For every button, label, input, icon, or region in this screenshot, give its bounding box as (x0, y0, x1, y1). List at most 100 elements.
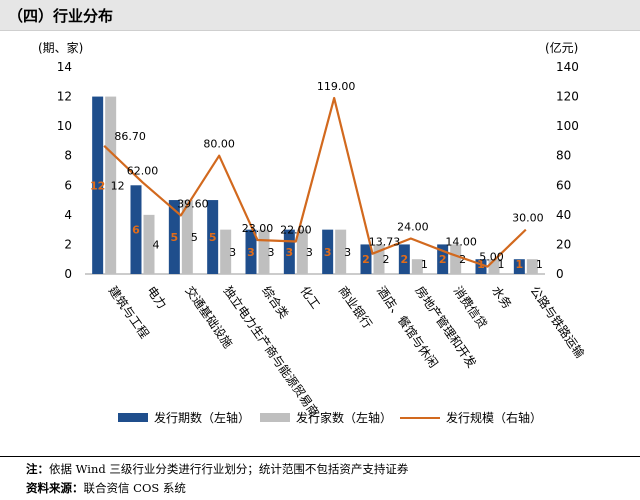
line-value-label: 13.73 (369, 236, 401, 249)
category-label: 电力 (144, 284, 169, 312)
legend-label-series-2: 发行家数（左轴） (296, 410, 392, 425)
category-label: 公路与铁路运输 (527, 283, 587, 360)
bar-issuers (143, 214, 155, 274)
bar-issuers (411, 259, 423, 274)
footnote-source: 资料来源：联合资信 COS 系统 (26, 480, 186, 496)
bar-issues (245, 229, 257, 274)
line-value-label: 5.00 (479, 251, 504, 264)
line-value-label: 23.00 (242, 222, 274, 235)
bar-issues (398, 244, 410, 274)
bar-issues-label: 1 (516, 258, 524, 271)
right-tick-label: 120 (556, 90, 579, 104)
right-tick-label: 80 (556, 149, 571, 163)
left-axis-label: (期、家) (38, 40, 83, 55)
right-axis-label: (亿元) (545, 40, 578, 55)
bar-issues (437, 244, 449, 274)
bar-issuers (373, 244, 385, 274)
bar-issues (360, 244, 372, 274)
bar-issues-label: 5 (171, 231, 179, 244)
bar-issuers-label: 1 (421, 258, 428, 271)
line-value-label: 119.00 (317, 80, 356, 93)
right-tick-label: 140 (556, 60, 579, 74)
line-value-label: 30.00 (512, 212, 544, 225)
left-tick-label: 6 (64, 178, 72, 192)
bar-issuers (258, 229, 270, 274)
right-tick-label: 60 (556, 178, 571, 192)
category-label: 综合类 (259, 283, 292, 321)
bar-issues-label: 5 (209, 231, 217, 244)
bar-issues (475, 259, 487, 274)
legend: 发行期数（左轴） 发行家数（左轴） 发行规模（右轴） (118, 410, 542, 425)
bar-issues (322, 229, 334, 274)
issuance-scale-line (103, 96, 527, 268)
right-tick-label: 40 (556, 208, 571, 222)
bar-issuers-label: 12 (111, 179, 125, 192)
bar-issues-label: 2 (362, 253, 370, 266)
bar-issuers-label: 5 (191, 231, 198, 244)
left-tick-label: 10 (57, 119, 72, 133)
bar-issuers-label: 1 (498, 258, 505, 271)
category-label: 水务 (489, 283, 515, 311)
line-value-label: 86.70 (114, 130, 146, 143)
bar-issuers (296, 229, 308, 274)
right-tick-label: 0 (556, 267, 564, 281)
bar-issues (168, 200, 180, 274)
left-tick-label: 12 (57, 90, 72, 104)
bar-issuers (220, 229, 232, 274)
bar-issues (92, 96, 104, 274)
bar-issuers-label: 4 (153, 238, 160, 251)
bar-issues-label: 2 (401, 253, 409, 266)
legend-label-series-1: 发行期数（左轴） (154, 410, 250, 425)
line-value-label: 14.00 (445, 235, 477, 248)
right-tick-label: 20 (556, 237, 571, 251)
bar-issuers-label: 2 (383, 253, 390, 266)
bar-issuers-label: 2 (459, 253, 466, 266)
line-value-label: 80.00 (203, 138, 235, 151)
bar-issuers (105, 96, 117, 274)
bar-issues-label: 3 (247, 246, 255, 259)
bar-issuers (526, 259, 538, 274)
section-title: （四）行业分布 (8, 7, 114, 25)
category-label: 消费信贷 (451, 284, 490, 331)
line-series-group: 86.70 62.00 39.60 80.00 23.00 22.00 119.00 13.7… (103, 80, 544, 268)
left-tick-label: 0 (64, 267, 72, 281)
note-text: 依据 Wind 三级行业分类进行行业划分；统计范围不包括资产支持证券 (49, 462, 409, 476)
right-tick-label: 100 (556, 119, 579, 133)
left-axis-ticks: 0 2 4 6 8 10 12 14 (57, 60, 72, 281)
line-value-label: 39.60 (177, 197, 209, 210)
legend-swatch-series-1 (118, 413, 148, 422)
bar-issuers (181, 200, 193, 274)
bar-issuers (450, 244, 462, 274)
footnote-note: 注：依据 Wind 三级行业分类进行行业划分；统计范围不包括资产支持证券 (26, 461, 408, 477)
bar-issuers-label: 3 (344, 246, 351, 259)
line-value-label: 22.00 (280, 223, 312, 236)
bar-issuers-label: 1 (536, 258, 543, 271)
left-tick-label: 4 (64, 208, 72, 222)
footnote-divider (0, 456, 640, 457)
left-tick-label: 2 (64, 237, 72, 251)
left-tick-label: 14 (57, 60, 72, 74)
bar-issuers (335, 229, 347, 274)
bar-issuers-label: 3 (229, 246, 236, 259)
right-axis-ticks: 0 20 40 60 80 100 120 140 (556, 60, 579, 281)
left-tick-label: 8 (64, 149, 72, 163)
bar-issues (513, 259, 525, 274)
bar-issues-label: 3 (286, 246, 294, 259)
bar-issues (283, 229, 295, 274)
note-label: 注： (26, 462, 49, 476)
legend-swatch-series-2 (260, 413, 290, 422)
source-label: 资料来源： (26, 481, 84, 495)
bar-issues-label: 12 (90, 179, 105, 192)
bar-issuers-label: 3 (268, 246, 275, 259)
legend-label-series-3: 发行规模（右轴） (446, 410, 542, 425)
line-value-label: 24.00 (397, 221, 429, 234)
bar-issues (207, 200, 219, 274)
bar-issuers-label: 3 (306, 246, 313, 259)
category-label: 化工 (297, 284, 322, 312)
category-label: 商业银行 (336, 283, 376, 331)
source-text: 联合资信 COS 系统 (83, 481, 186, 495)
bar-issues-label: 3 (324, 246, 332, 259)
